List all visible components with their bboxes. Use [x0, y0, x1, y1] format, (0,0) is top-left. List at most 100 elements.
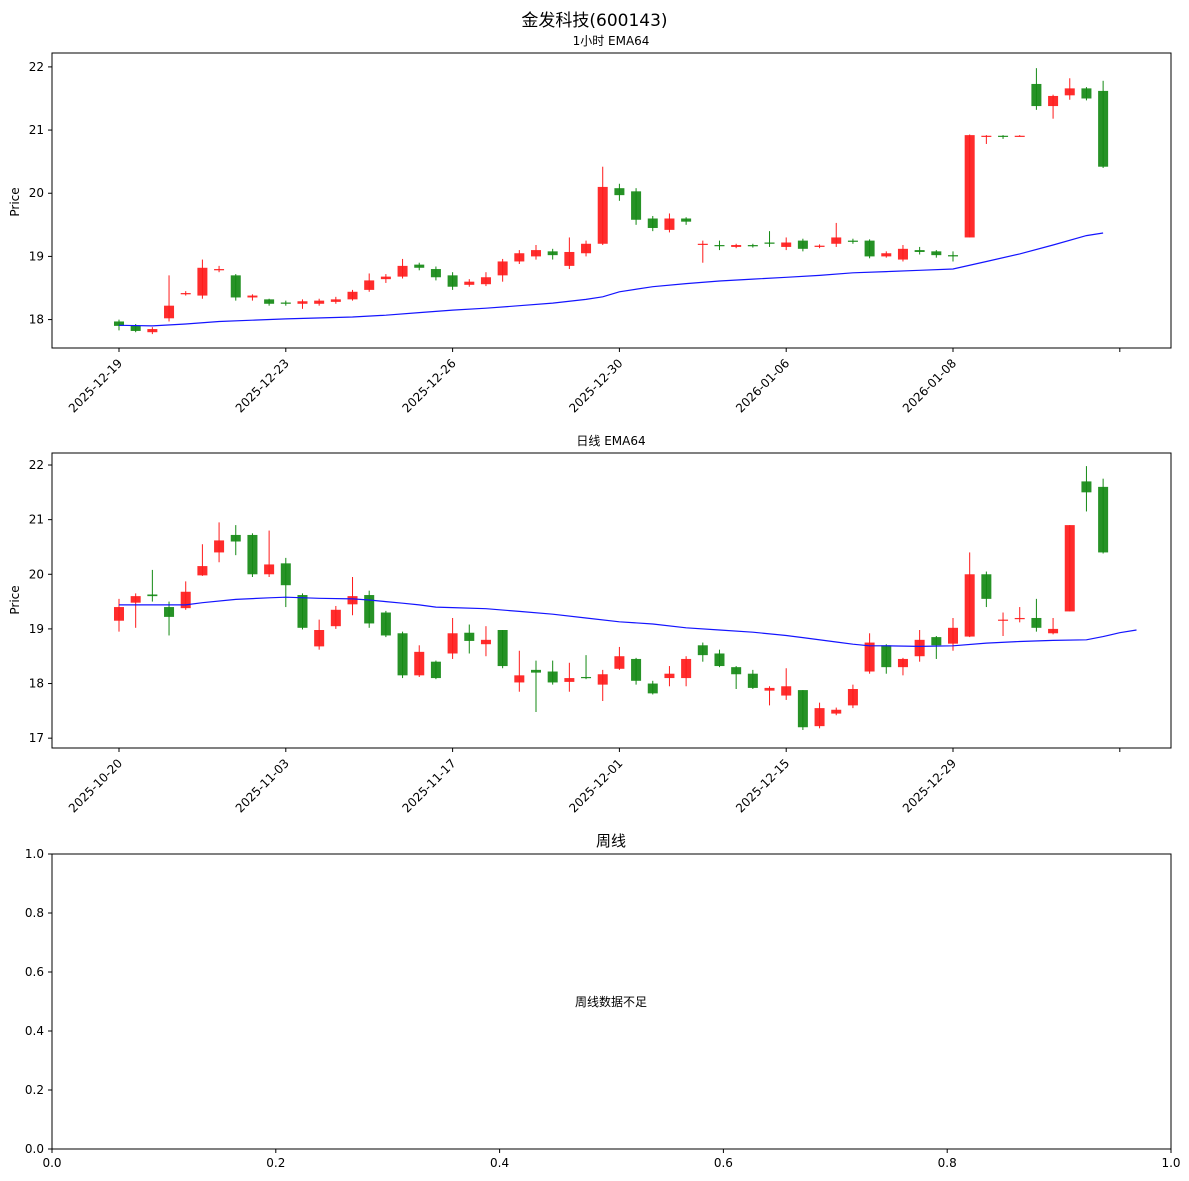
- candle-44: [847, 684, 858, 709]
- candle-body: [931, 637, 942, 646]
- candle-body: [397, 265, 408, 277]
- candle-body: [147, 594, 158, 597]
- candle-7: [230, 525, 241, 556]
- candle-51: [964, 134, 975, 238]
- candle-body: [881, 253, 892, 257]
- candle-49: [931, 250, 942, 258]
- candle-body: [297, 595, 308, 628]
- x-tick-label: 2025-12-30: [566, 356, 625, 415]
- candle-13: [330, 605, 341, 629]
- candle-body: [197, 267, 208, 296]
- candle-17: [397, 631, 408, 679]
- candle-body: [230, 275, 241, 298]
- candle-body: [330, 609, 341, 627]
- candle-body: [314, 630, 325, 647]
- candle-56: [1048, 94, 1059, 119]
- x-tick-label: 1.0: [1161, 1156, 1180, 1170]
- candle-body: [180, 591, 191, 609]
- candle-24: [514, 250, 525, 264]
- y-tick-label: 22: [29, 458, 44, 472]
- candle-body: [681, 218, 692, 222]
- candle-15: [364, 273, 375, 292]
- candle-9: [264, 530, 275, 578]
- candle-body: [664, 218, 675, 230]
- figure-suptitle: 金发科技(600143): [521, 11, 667, 31]
- candle-body: [1081, 481, 1092, 493]
- candle-body: [1098, 486, 1109, 553]
- candle-42: [814, 702, 825, 729]
- y-tick-label: 18: [29, 677, 44, 691]
- candle-body: [214, 540, 225, 553]
- candle-body: [731, 245, 742, 247]
- panel-hourly-ylabel: Price: [8, 187, 22, 216]
- candle-body: [480, 277, 491, 285]
- candle-10: [280, 557, 291, 608]
- candle-12: [314, 298, 325, 306]
- y-tick-label: 1.0: [25, 847, 44, 861]
- candle-body: [914, 639, 925, 657]
- candle-57: [1064, 525, 1075, 612]
- candle-7: [230, 274, 241, 301]
- candle-21: [464, 279, 475, 287]
- candle-body: [547, 251, 558, 256]
- candle-body: [981, 574, 992, 599]
- candle-16: [380, 274, 391, 283]
- candle-body: [113, 321, 125, 326]
- candle-32: [647, 680, 658, 695]
- candle-body: [364, 280, 375, 290]
- candle-body: [514, 253, 525, 262]
- candle-28: [581, 240, 592, 257]
- candle-26: [547, 660, 558, 685]
- candle-39: [764, 231, 775, 247]
- candle-body: [564, 678, 575, 682]
- candle-41: [797, 690, 808, 730]
- candle-body: [764, 687, 775, 691]
- candle-body: [247, 534, 258, 575]
- panel-hourly-title: 1小时 EMA64: [573, 34, 650, 48]
- candle-29: [597, 669, 608, 702]
- candle-body: [597, 674, 608, 685]
- candle-21: [464, 624, 475, 654]
- panel-daily: 日线 EMA64 Price 17 18 19 20 21 22 2025-10-20 202…: [8, 434, 1172, 815]
- candle-body: [781, 242, 792, 247]
- candle-6: [214, 522, 225, 563]
- candle-30: [614, 183, 625, 201]
- candle-body: [180, 293, 191, 295]
- candle-19: [430, 266, 441, 281]
- candle-body: [447, 275, 458, 287]
- candle-body: [514, 675, 525, 683]
- candle-23: [497, 630, 508, 669]
- candle-body: [881, 645, 892, 668]
- candle-body: [664, 673, 675, 679]
- candle-38: [747, 669, 758, 689]
- candle-29: [597, 166, 608, 246]
- candle-body: [130, 596, 141, 603]
- candle-0: [113, 598, 125, 632]
- candle-body: [647, 218, 658, 228]
- candle-body: [781, 686, 792, 696]
- candle-body: [480, 639, 491, 645]
- x-tick-label: 0.0: [42, 1156, 61, 1170]
- candle-body: [130, 325, 141, 331]
- plot-frame: [51, 452, 1172, 749]
- candle-43: [831, 222, 842, 247]
- candle-body: [497, 630, 508, 667]
- candle-56: [1048, 617, 1059, 635]
- candle-body: [931, 251, 942, 256]
- candle-body: [214, 269, 225, 271]
- candle-body: [581, 676, 592, 679]
- candle-body: [164, 607, 175, 617]
- candle-body: [831, 237, 842, 244]
- candle-35: [697, 240, 708, 263]
- candle-body: [897, 658, 908, 668]
- candle-body: [897, 248, 908, 260]
- candle-body: [947, 255, 959, 257]
- panel-daily-title: 日线 EMA64: [576, 434, 645, 448]
- candle-22: [480, 272, 491, 287]
- candle-body: [280, 563, 291, 586]
- candle-16: [380, 610, 391, 638]
- candle-5: [197, 544, 208, 576]
- candle-body: [631, 191, 642, 220]
- candle-body: [998, 619, 1009, 621]
- candle-body: [864, 240, 875, 257]
